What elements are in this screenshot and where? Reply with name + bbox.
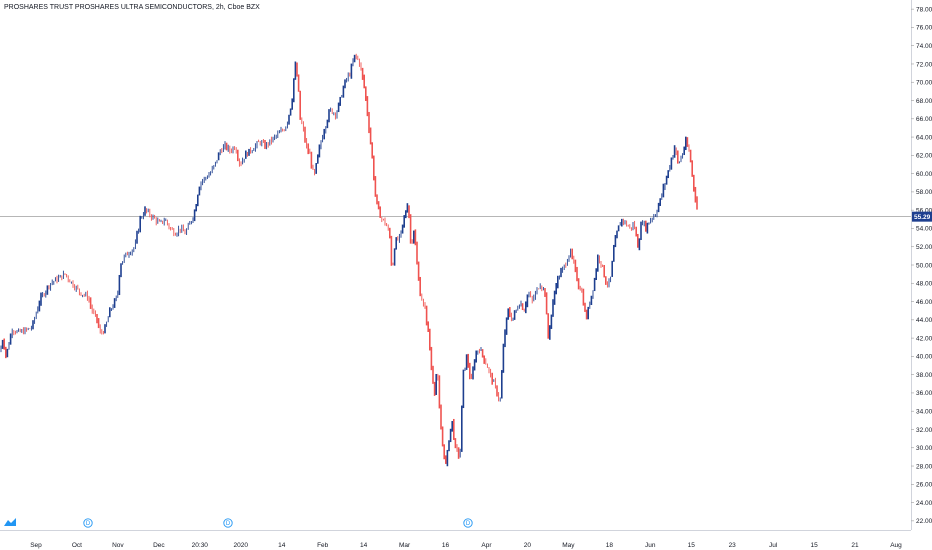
time-tick-label: 18: [606, 542, 614, 549]
dividend-marker-circle: [83, 518, 93, 528]
time-tick-label: 15: [810, 542, 818, 549]
time-tick-label: 14: [360, 542, 368, 549]
price-tick-label: 78.00: [916, 6, 932, 13]
time-tick-label: 20: [524, 542, 532, 549]
time-tick-label: Dec: [153, 542, 165, 549]
time-tick-label: Nov: [112, 542, 124, 549]
time-tick-label: 15: [688, 542, 696, 549]
price-tick-label: 52.00: [916, 244, 932, 251]
dividend-marker-label: D: [226, 521, 231, 527]
price-tick-label: 76.00: [916, 25, 932, 32]
time-tick-label: 21: [851, 542, 859, 549]
price-tick-label: 64.00: [916, 134, 932, 141]
price-tick-label: 30.00: [916, 445, 932, 452]
time-tick-label: Aug: [890, 542, 902, 549]
price-axis[interactable]: 78.00 76.00 74.00 72.00 70.00 68.00 66.00 64.00…: [911, 0, 932, 530]
dividend-marker[interactable]: D: [223, 518, 233, 528]
price-tick-label: 32.00: [916, 427, 932, 434]
price-tick-label: 58.00: [916, 189, 932, 196]
dividend-marker[interactable]: D: [463, 518, 473, 528]
price-tick-label: 36.00: [916, 390, 932, 397]
price-tick-label: 72.00: [916, 61, 932, 68]
price-tick-label: 42.00: [916, 335, 932, 342]
price-tick-label: 54.00: [916, 226, 932, 233]
time-tick-label: 20:30: [192, 542, 209, 549]
time-tick-label: May: [562, 542, 575, 549]
time-tick-label: Feb: [317, 542, 329, 549]
price-tick-label: 56.00: [916, 207, 932, 214]
price-tick-label: 50.00: [916, 262, 932, 269]
last-price-tag: 55.29: [912, 211, 932, 222]
time-tick-label: Jul: [769, 542, 778, 549]
time-tick-label: Oct: [72, 542, 82, 549]
price-tick-label: 46.00: [916, 299, 932, 306]
price-tick-label: 74.00: [916, 43, 932, 50]
time-tick-label: 14: [278, 542, 286, 549]
chart-title: PROSHARES TRUST PROSHARES ULTRA SEMICOND…: [4, 4, 260, 11]
time-tick-label: 23: [729, 542, 737, 549]
price-tick-label: 44.00: [916, 317, 932, 324]
price-tick-label: 24.00: [916, 500, 932, 507]
last-price-tag-label: 55.29: [914, 214, 931, 221]
time-tick-label: Mar: [399, 542, 411, 549]
price-tick-label: 34.00: [916, 409, 932, 416]
time-tick-label: 2020: [234, 542, 249, 549]
tradingview-logo-icon[interactable]: [3, 517, 17, 527]
time-tick-label: Sep: [30, 542, 42, 549]
price-tick-label: 70.00: [916, 80, 932, 87]
price-tick-label: 40.00: [916, 354, 932, 361]
price-tick-label: 48.00: [916, 281, 932, 288]
time-tick-label: Apr: [481, 542, 492, 549]
time-tick-label: Jun: [645, 542, 656, 549]
price-tick-label: 62.00: [916, 153, 932, 160]
dividend-marker-circle: [463, 518, 473, 528]
price-tick-label: 66.00: [916, 116, 932, 123]
dividend-marker[interactable]: D: [83, 518, 93, 528]
price-tick-label: 68.00: [916, 98, 932, 105]
last-price-tag-background: [912, 211, 932, 222]
dividend-marker-label: D: [466, 521, 471, 527]
candles-layer: [0, 53, 698, 467]
price-tick-label: 28.00: [916, 463, 932, 470]
price-tick-label: 38.00: [916, 372, 932, 379]
price-tick-label: 26.00: [916, 482, 932, 489]
time-axis[interactable]: Sep Oct Nov Dec 20:30 2020 14 Feb 14 Mar 16 Apr 20 Ma…: [0, 530, 911, 550]
price-tick-label: 60.00: [916, 171, 932, 178]
dividend-marker-circle: [223, 518, 233, 528]
dividend-marker-label: D: [86, 521, 91, 527]
price-tick-label: 22.00: [916, 518, 932, 525]
time-tick-label: 16: [442, 542, 450, 549]
